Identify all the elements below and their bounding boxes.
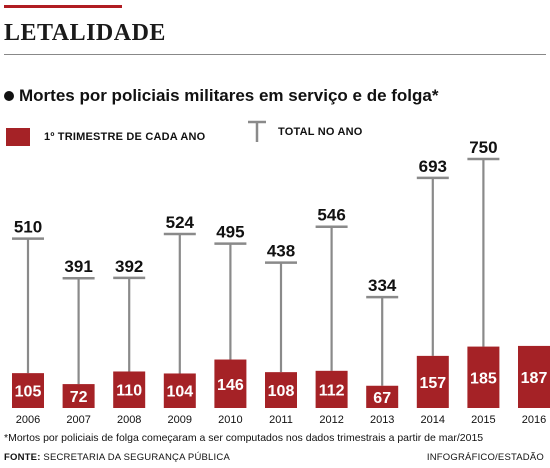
title-divider <box>4 54 546 55</box>
source-label: FONTE: <box>4 452 41 463</box>
total-value-label: 510 <box>14 218 42 237</box>
x-tick-label: 2009 <box>168 414 192 426</box>
quarter-bar <box>265 372 297 408</box>
quarter-value-label: 67 <box>373 390 391 407</box>
x-tick-label: 2014 <box>421 414 445 426</box>
x-tick-label: 2011 <box>269 414 293 426</box>
source-line: FONTE: SECRETARIA DA SEGURANÇA PÚBLICA <box>4 452 230 463</box>
t-marker-icon <box>248 120 266 142</box>
subtitle-row: Mortes por policiais militares em serviç… <box>4 86 438 106</box>
quarter-value-label: 105 <box>15 384 42 401</box>
total-value-label: 524 <box>166 213 195 232</box>
total-value-label: 750 <box>469 138 497 157</box>
x-tick-label: 2006 <box>16 414 40 426</box>
title-accent-line <box>4 5 122 8</box>
total-value-label: 495 <box>216 223 244 242</box>
total-value-label: 438 <box>267 242 295 261</box>
x-tick-label: 2016 <box>522 414 546 426</box>
total-value-label: 391 <box>64 257 92 276</box>
quarter-bar <box>62 384 95 408</box>
x-tick-label: 2012 <box>319 414 343 426</box>
legend-quarter-label: 1º TRIMESTRE DE CADA ANO <box>44 131 206 143</box>
quarter-bar <box>467 346 500 408</box>
quarter-bar <box>163 373 196 408</box>
total-value-label: 392 <box>115 257 143 276</box>
quarter-value-label: 110 <box>116 383 142 400</box>
quarter-value-label: 108 <box>268 383 295 400</box>
legend-bar-swatch <box>6 128 30 146</box>
quarter-bar <box>113 371 146 408</box>
legend-quarter: 1º TRIMESTRE DE CADA ANO <box>6 128 205 146</box>
total-value-label: 693 <box>419 157 447 176</box>
legend-total-label: TOTAL NO ANO <box>278 126 363 138</box>
source-text: SECRETARIA DA SEGURANÇA PÚBLICA <box>43 452 230 463</box>
x-tick-label: 2007 <box>66 414 90 426</box>
legend-total: TOTAL NO ANO <box>246 120 363 144</box>
x-tick-label: 2015 <box>471 414 495 426</box>
quarter-value-label: 72 <box>70 389 88 406</box>
quarter-value-label: 146 <box>217 377 244 394</box>
total-value-label: 546 <box>317 206 345 225</box>
quarter-value-label: 104 <box>166 384 193 401</box>
chart-subtitle: Mortes por policiais militares em serviç… <box>19 86 439 105</box>
credit: INFOGRÁFICO/ESTADÃO <box>426 452 544 463</box>
quarter-bar <box>315 370 348 408</box>
quarter-value-label: 185 <box>470 370 497 387</box>
x-tick-label: 2013 <box>370 414 394 426</box>
total-value-label: 334 <box>368 276 397 295</box>
quarter-bar <box>518 345 550 408</box>
bullet-icon <box>4 91 14 101</box>
x-tick-label: 2008 <box>117 414 141 426</box>
quarter-value-label: 187 <box>521 370 548 387</box>
quarter-value-label: 157 <box>419 375 446 392</box>
quarter-bar <box>214 359 247 408</box>
quarter-bar <box>416 355 449 408</box>
quarter-bar <box>12 373 44 408</box>
footnote: *Mortos por policiais de folga começaram… <box>4 432 484 444</box>
quarter-value-label: 112 <box>319 382 345 399</box>
quarter-bar <box>366 385 399 408</box>
x-tick-label: 2010 <box>218 414 242 426</box>
page-title: LETALIDADE <box>4 20 166 46</box>
